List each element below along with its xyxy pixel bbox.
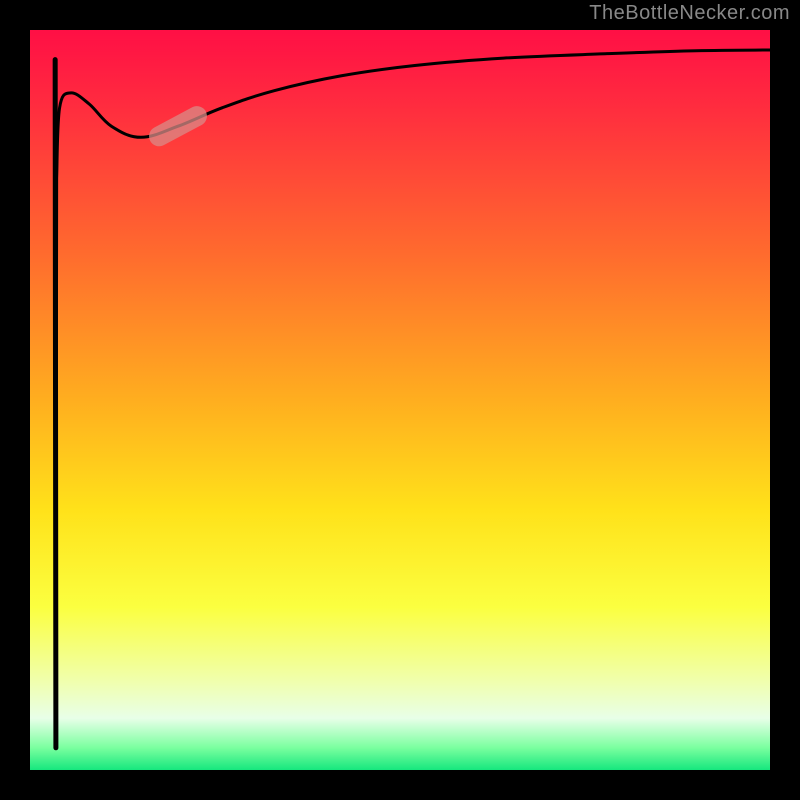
attribution-text: TheBottleNecker.com <box>589 2 790 25</box>
chart-gradient-bg <box>30 30 770 770</box>
bottleneck-chart <box>0 0 800 800</box>
